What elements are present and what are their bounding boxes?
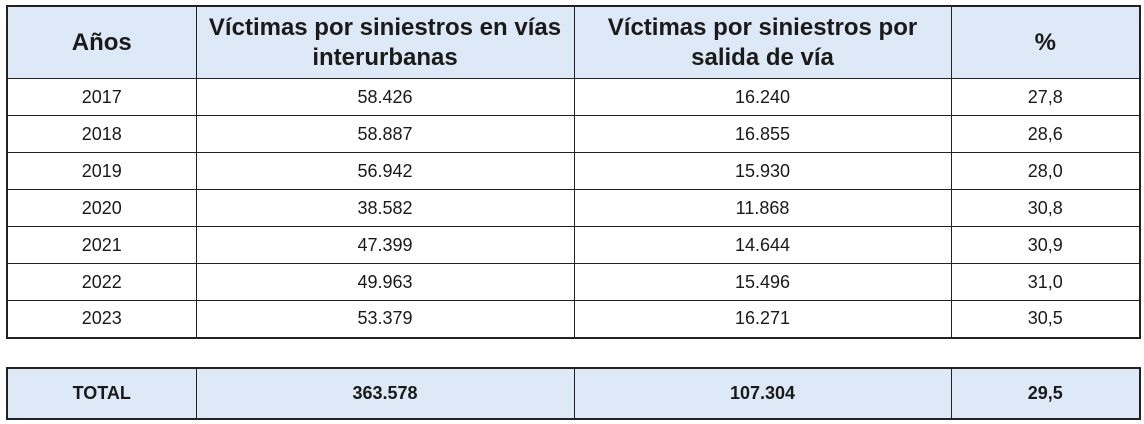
cell-road-exit: 11.868 [573, 189, 952, 227]
cell-road-exit: 16.271 [573, 300, 952, 338]
cell-year: 2019 [6, 152, 197, 190]
header-row: Años Víctimas por siniestros en vías int… [6, 6, 1141, 79]
victims-table: Años Víctimas por siniestros en vías int… [6, 5, 1141, 339]
table-row: 2020 38.582 11.868 30,8 [6, 189, 1141, 227]
cell-year: 2022 [6, 263, 197, 301]
cell-year: 2018 [6, 115, 197, 153]
cell-year: 2021 [6, 226, 197, 264]
cell-interurban: 47.399 [195, 226, 575, 264]
total-interurban: 363.578 [195, 368, 575, 419]
table-row: 2022 49.963 15.496 31,0 [6, 263, 1141, 301]
header-interurban-victims: Víctimas por siniestros en vías interurb… [195, 6, 575, 79]
cell-percent: 30,8 [950, 189, 1141, 227]
cell-percent: 27,8 [950, 78, 1141, 116]
cell-road-exit: 16.240 [573, 78, 952, 116]
total-row: TOTAL 363.578 107.304 29,5 [6, 368, 1141, 419]
cell-year: 2017 [6, 78, 197, 116]
cell-interurban: 53.379 [195, 300, 575, 338]
cell-percent: 28,6 [950, 115, 1141, 153]
cell-interurban: 58.426 [195, 78, 575, 116]
cell-year: 2020 [6, 189, 197, 227]
cell-interurban: 49.963 [195, 263, 575, 301]
table-header: Años Víctimas por siniestros en vías int… [6, 6, 1141, 79]
cell-percent: 31,0 [950, 263, 1141, 301]
cell-interurban: 56.942 [195, 152, 575, 190]
total-percent: 29,5 [950, 368, 1141, 419]
cell-road-exit: 16.855 [573, 115, 952, 153]
total-road-exit: 107.304 [573, 368, 952, 419]
table-row: 2021 47.399 14.644 30,9 [6, 226, 1141, 264]
cell-percent: 28,0 [950, 152, 1141, 190]
total-label: TOTAL [6, 368, 197, 419]
header-road-exit-victims: Víctimas por siniestros por salida de ví… [573, 6, 952, 79]
header-percent: % [950, 6, 1141, 79]
cell-interurban: 58.887 [195, 115, 575, 153]
table-row: 2017 58.426 16.240 27,8 [6, 78, 1141, 116]
header-year: Años [6, 6, 197, 79]
cell-percent: 30,5 [950, 300, 1141, 338]
table-row: 2018 58.887 16.855 28,6 [6, 115, 1141, 153]
cell-year: 2023 [6, 300, 197, 338]
cell-road-exit: 15.496 [573, 263, 952, 301]
cell-percent: 30,9 [950, 226, 1141, 264]
cell-interurban: 38.582 [195, 189, 575, 227]
table-body: 2017 58.426 16.240 27,8 2018 58.887 16.8… [6, 78, 1141, 338]
cell-road-exit: 15.930 [573, 152, 952, 190]
cell-road-exit: 14.644 [573, 226, 952, 264]
total-table: TOTAL 363.578 107.304 29,5 [6, 367, 1141, 420]
table-row: 2023 53.379 16.271 30,5 [6, 300, 1141, 338]
table-row: 2019 56.942 15.930 28,0 [6, 152, 1141, 190]
